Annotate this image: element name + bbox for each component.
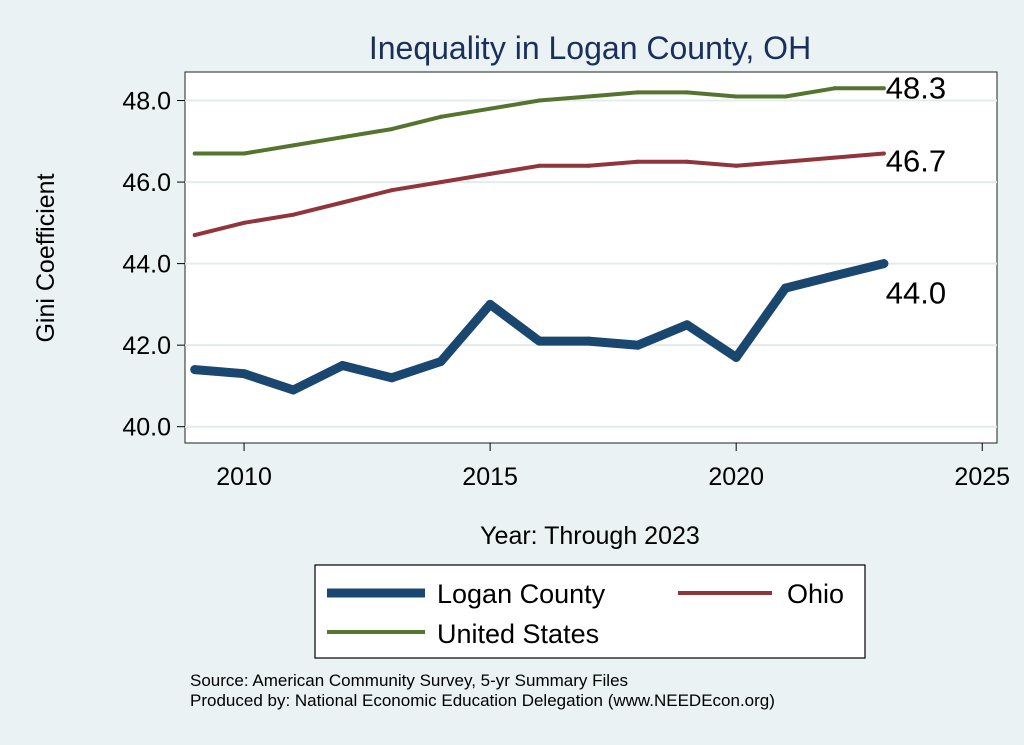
data-point-ohio xyxy=(635,159,640,164)
data-point-united-states xyxy=(734,94,739,99)
data-point-ohio xyxy=(685,159,689,164)
data-point-ohio xyxy=(340,200,345,205)
data-point-united-states xyxy=(291,143,296,148)
data-point-united-states xyxy=(488,106,493,111)
legend-label-ohio: Ohio xyxy=(787,579,844,609)
data-point-logan-county xyxy=(190,365,200,375)
data-point-united-states xyxy=(242,151,247,156)
x-tick-label: 2020 xyxy=(708,463,764,491)
y-axis-label: Gini Coefficient xyxy=(32,173,60,342)
data-point-logan-county xyxy=(584,336,593,346)
data-point-united-states xyxy=(881,86,886,91)
data-point-united-states xyxy=(685,90,689,95)
source-note: Source: American Community Survey, 5-yr … xyxy=(190,671,629,690)
data-point-ohio xyxy=(291,212,296,217)
data-point-logan-county xyxy=(534,336,544,346)
x-axis-label: Year: Through 2023 xyxy=(480,522,700,550)
data-point-united-states xyxy=(389,127,394,132)
data-point-logan-county xyxy=(780,283,790,293)
y-tick-label: 48.0 xyxy=(122,88,171,116)
data-point-united-states xyxy=(340,135,345,140)
data-point-ohio xyxy=(438,180,443,185)
data-point-united-states xyxy=(635,90,640,95)
produced-note: Produced by: National Economic Education… xyxy=(190,691,775,710)
y-tick-label: 42.0 xyxy=(122,332,171,360)
data-point-logan-county xyxy=(633,340,643,350)
data-point-united-states xyxy=(438,114,443,119)
data-point-logan-county xyxy=(436,357,446,366)
data-point-ohio xyxy=(242,220,247,225)
legend-box xyxy=(314,564,866,659)
data-point-ohio xyxy=(832,155,837,160)
data-point-logan-county xyxy=(682,320,692,330)
data-point-united-states xyxy=(783,94,788,99)
data-point-logan-county xyxy=(338,361,347,370)
chart-title: Inequality in Logan County, OH xyxy=(369,30,811,66)
data-point-ohio xyxy=(488,171,493,176)
end-label-ohio: 46.7 xyxy=(886,144,946,179)
x-tick-label: 2010 xyxy=(216,463,272,491)
y-tick-label: 40.0 xyxy=(122,414,171,442)
data-point-logan-county xyxy=(731,352,741,362)
data-point-ohio xyxy=(586,163,591,168)
legend-label-logan: Logan County xyxy=(437,579,606,609)
data-point-united-states xyxy=(537,98,542,103)
data-point-logan-county xyxy=(485,299,495,309)
legend: Logan County Ohio United States xyxy=(314,564,866,659)
data-point-logan-county xyxy=(879,259,889,269)
data-point-logan-county xyxy=(239,369,249,379)
data-point-united-states xyxy=(832,86,837,91)
x-tick-label: 2015 xyxy=(462,463,518,491)
data-point-ohio xyxy=(537,163,542,168)
data-point-ohio xyxy=(389,188,394,193)
data-point-ohio xyxy=(783,159,788,164)
data-point-ohio xyxy=(881,151,886,156)
legend-label-us: United States xyxy=(437,619,599,649)
data-point-ohio xyxy=(734,163,739,168)
data-point-united-states xyxy=(586,94,591,99)
data-point-logan-county xyxy=(288,385,298,395)
y-tick-label: 46.0 xyxy=(122,169,171,197)
end-label-united-states: 48.3 xyxy=(886,70,946,105)
data-point-ohio xyxy=(192,233,197,238)
data-point-logan-county xyxy=(387,373,397,383)
x-tick-label: 2025 xyxy=(954,463,1010,491)
data-point-logan-county xyxy=(830,271,840,281)
data-point-united-states xyxy=(192,151,197,156)
end-label-logan-county: 44.0 xyxy=(886,276,946,311)
y-tick-label: 44.0 xyxy=(122,251,171,279)
